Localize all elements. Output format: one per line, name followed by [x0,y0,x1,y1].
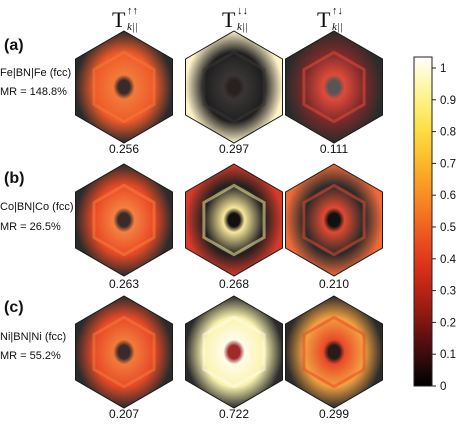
mr-value: MR = 148.8% [0,86,67,98]
panel-label: (a) [4,37,24,54]
hexagon-inner-ring [302,183,366,257]
row-a-labels: (a) Fe|BN|Fe (fcc) MR = 148.8% [0,37,71,98]
header-sup: ↑↑ [127,5,138,17]
colorbar-tick-label: 0.8 [440,127,456,139]
value-b-3: 0.210 [319,277,349,291]
colorbar-tick-label: 0.4 [440,254,457,266]
hexagon-map [185,295,283,409]
hexagon-map [285,30,383,144]
value-a-1: 0.256 [109,142,139,156]
gamma-point-marker [231,217,237,223]
colorbar-tick-label: 0.3 [440,286,456,298]
value-c-2: 0.722 [219,407,249,421]
colorbar-tick-label: 0.7 [440,158,456,170]
colorbar-tick-label: 0.9 [440,95,456,107]
gamma-point-marker [331,84,337,90]
value-b-2: 0.268 [219,277,249,291]
gamma-point-marker [231,349,237,355]
colorbar-tick-label: 0.2 [440,317,456,329]
row-c-labels: (c) Ni|BN|Ni (fcc) MR = 55.2% [0,299,66,362]
hexagon-inner-ring [92,183,156,257]
colorbar: 1 0.9 0.8 0.7 0.6 0.5 0.4 0.3 0.2 0.1 0 [413,56,457,393]
header-base: T [222,7,236,32]
system-name: Co|BN|Co (fcc) [0,201,74,213]
panel-label: (c) [4,299,24,316]
value-c-3: 0.299 [319,407,349,421]
hexagon-inner-ring [302,50,366,124]
hexagon-map [285,295,383,409]
gamma-point-marker [121,84,127,90]
system-name: Fe|BN|Fe (fcc) [0,67,71,79]
hexagon-inner-ring [92,315,156,389]
hexagon-map [185,163,283,277]
header-base: T [317,7,331,32]
row-b-labels: (b) Co|BN|Co (fcc) MR = 26.5% [0,170,74,233]
gamma-point-marker [121,217,127,223]
column-header-2: T ↓↓ k|| [222,5,248,33]
gamma-point-marker [231,84,237,90]
header-sup: ↓↓ [237,5,248,17]
value-a-3: 0.111 [320,142,349,156]
hexagon-inner-ring [202,315,266,389]
hexagon-inner-ring [202,50,266,124]
gamma-point-marker [331,217,337,223]
hexagon-map [75,163,173,277]
hexagon-map [75,295,173,409]
hexagon-inner-ring [92,50,156,124]
column-header-3: T ↑↓ k|| [317,5,343,33]
value-c-1: 0.207 [109,407,139,421]
header-sub: k|| [127,21,138,33]
header-base: T [112,7,126,32]
transmission-maps [75,30,383,409]
colorbar-gradient [413,56,433,387]
colorbar-tick-label: 0.6 [440,190,456,202]
panel-label: (b) [4,170,24,187]
value-a-2: 0.297 [219,142,249,156]
system-name: Ni|BN|Ni (fcc) [0,331,66,343]
header-sup: ↑↓ [332,5,343,17]
value-b-1: 0.263 [109,277,139,291]
header-sub: k|| [237,21,248,33]
colorbar-tick-label: 0.1 [440,349,456,361]
hexagon-map [185,30,283,144]
header-sub: k|| [332,21,343,33]
colorbar-tick-label: 0 [440,381,446,393]
hexagon-inner-ring [202,183,266,257]
gamma-point-marker [121,349,127,355]
hexagon-map [75,30,173,144]
gamma-point-marker [331,349,337,355]
column-header-1: T ↑↑ k|| [112,5,138,33]
mr-value: MR = 55.2% [0,350,61,362]
hexagon-inner-ring [302,315,366,389]
colorbar-tick-label: 1 [440,63,446,75]
hexagon-map [285,163,383,277]
colorbar-tick-label: 0.5 [440,222,456,234]
colorbar-ticks: 1 0.9 0.8 0.7 0.6 0.5 0.4 0.3 0.2 0.1 0 [432,63,457,393]
mr-value: MR = 26.5% [0,221,61,233]
